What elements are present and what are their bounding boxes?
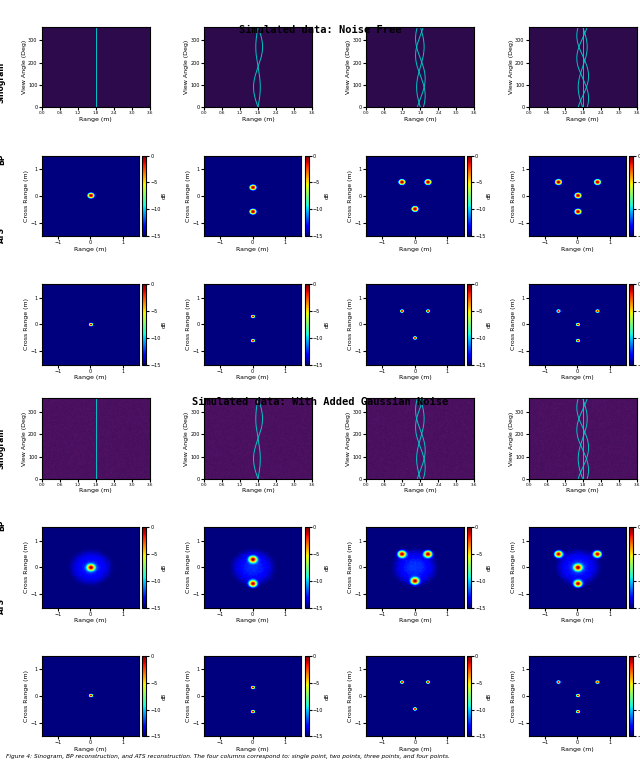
Y-axis label: dB: dB — [162, 564, 167, 571]
Text: ATS: ATS — [0, 228, 6, 243]
X-axis label: Range (m): Range (m) — [561, 246, 594, 252]
X-axis label: Range (m): Range (m) — [79, 117, 112, 122]
Y-axis label: dB: dB — [487, 321, 492, 328]
Y-axis label: Cross Range (m): Cross Range (m) — [24, 298, 29, 351]
X-axis label: Range (m): Range (m) — [79, 489, 112, 493]
Y-axis label: View Angle (Deg): View Angle (Deg) — [346, 40, 351, 94]
X-axis label: Range (m): Range (m) — [404, 117, 436, 122]
Y-axis label: Cross Range (m): Cross Range (m) — [186, 298, 191, 351]
X-axis label: Range (m): Range (m) — [74, 246, 107, 252]
X-axis label: Range (m): Range (m) — [242, 117, 275, 122]
X-axis label: Range (m): Range (m) — [561, 618, 594, 623]
Y-axis label: Cross Range (m): Cross Range (m) — [511, 298, 516, 351]
Text: Figure 4: Sinogram, BP reconstruction, and ATS reconstruction. The four columns : Figure 4: Sinogram, BP reconstruction, a… — [6, 754, 451, 759]
Y-axis label: dB: dB — [162, 321, 167, 328]
Y-axis label: View Angle (Deg): View Angle (Deg) — [22, 412, 27, 466]
Y-axis label: Cross Range (m): Cross Range (m) — [511, 170, 516, 222]
Y-axis label: View Angle (Deg): View Angle (Deg) — [184, 412, 189, 466]
Y-axis label: Cross Range (m): Cross Range (m) — [511, 542, 516, 594]
Text: Simulated data: Noise Free: Simulated data: Noise Free — [239, 25, 401, 35]
Y-axis label: Cross Range (m): Cross Range (m) — [348, 170, 353, 222]
X-axis label: Range (m): Range (m) — [404, 489, 436, 493]
X-axis label: Range (m): Range (m) — [399, 747, 431, 752]
Y-axis label: Cross Range (m): Cross Range (m) — [348, 542, 353, 594]
Y-axis label: dB: dB — [487, 564, 492, 571]
Y-axis label: Cross Range (m): Cross Range (m) — [348, 670, 353, 722]
Y-axis label: View Angle (Deg): View Angle (Deg) — [509, 412, 514, 466]
Y-axis label: dB: dB — [324, 693, 330, 700]
X-axis label: Range (m): Range (m) — [74, 375, 107, 380]
Text: Simulated data: With Added Gaussian Noise: Simulated data: With Added Gaussian Nois… — [192, 397, 448, 407]
Y-axis label: Cross Range (m): Cross Range (m) — [186, 170, 191, 222]
X-axis label: Range (m): Range (m) — [236, 618, 269, 623]
Y-axis label: View Angle (Deg): View Angle (Deg) — [22, 40, 27, 94]
Text: BP: BP — [0, 153, 6, 164]
Y-axis label: dB: dB — [324, 321, 330, 328]
X-axis label: Range (m): Range (m) — [236, 246, 269, 252]
Text: Sinogram: Sinogram — [0, 61, 6, 103]
Y-axis label: dB: dB — [162, 693, 167, 700]
Y-axis label: Cross Range (m): Cross Range (m) — [348, 298, 353, 351]
Text: Sinogram: Sinogram — [0, 428, 6, 469]
X-axis label: Range (m): Range (m) — [561, 747, 594, 752]
Y-axis label: View Angle (Deg): View Angle (Deg) — [509, 40, 514, 94]
Y-axis label: Cross Range (m): Cross Range (m) — [511, 670, 516, 722]
X-axis label: Range (m): Range (m) — [74, 618, 107, 623]
Text: ATS: ATS — [0, 598, 6, 614]
X-axis label: Range (m): Range (m) — [566, 489, 599, 493]
Y-axis label: Cross Range (m): Cross Range (m) — [24, 670, 29, 722]
Y-axis label: View Angle (Deg): View Angle (Deg) — [346, 412, 351, 466]
Y-axis label: dB: dB — [324, 564, 330, 571]
Y-axis label: Cross Range (m): Cross Range (m) — [186, 542, 191, 594]
X-axis label: Range (m): Range (m) — [566, 117, 599, 122]
X-axis label: Range (m): Range (m) — [242, 489, 275, 493]
Y-axis label: Cross Range (m): Cross Range (m) — [24, 170, 29, 222]
Y-axis label: dB: dB — [487, 693, 492, 700]
Y-axis label: dB: dB — [487, 193, 492, 199]
X-axis label: Range (m): Range (m) — [399, 246, 431, 252]
X-axis label: Range (m): Range (m) — [561, 375, 594, 380]
X-axis label: Range (m): Range (m) — [399, 375, 431, 380]
Y-axis label: Cross Range (m): Cross Range (m) — [24, 542, 29, 594]
Y-axis label: dB: dB — [324, 193, 330, 199]
Y-axis label: View Angle (Deg): View Angle (Deg) — [184, 40, 189, 94]
X-axis label: Range (m): Range (m) — [236, 375, 269, 380]
Text: BP: BP — [0, 520, 6, 531]
Y-axis label: Cross Range (m): Cross Range (m) — [186, 670, 191, 722]
X-axis label: Range (m): Range (m) — [399, 618, 431, 623]
Y-axis label: dB: dB — [162, 193, 167, 199]
X-axis label: Range (m): Range (m) — [74, 747, 107, 752]
X-axis label: Range (m): Range (m) — [236, 747, 269, 752]
